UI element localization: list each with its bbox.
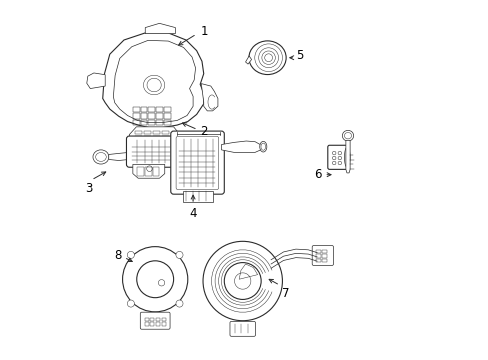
Bar [162,136,169,139]
Text: 1: 1 [200,25,207,39]
Circle shape [176,251,183,258]
Ellipse shape [93,150,109,164]
Bar [153,167,159,176]
FancyBboxPatch shape [140,312,170,329]
Bar [161,323,165,326]
Polygon shape [133,165,164,178]
Bar [322,259,326,262]
Bar [144,323,148,326]
Bar [156,323,160,326]
Bar [133,120,139,125]
Ellipse shape [259,141,266,152]
Text: 8: 8 [114,249,121,262]
Bar [163,107,170,112]
FancyBboxPatch shape [229,321,255,336]
Bar [183,192,213,202]
Polygon shape [145,23,175,33]
Circle shape [224,262,261,300]
FancyBboxPatch shape [126,136,174,167]
Bar [153,131,160,134]
Bar [148,120,155,125]
FancyBboxPatch shape [311,246,333,265]
Polygon shape [245,56,251,64]
Text: 2: 2 [200,125,207,138]
Bar [156,107,163,112]
Circle shape [176,300,183,307]
Bar [322,255,326,258]
Polygon shape [201,84,218,111]
Ellipse shape [248,41,285,75]
Ellipse shape [344,147,349,168]
Polygon shape [102,33,203,127]
Text: 7: 7 [281,287,288,300]
Text: 4: 4 [189,207,197,220]
Polygon shape [221,141,261,152]
Circle shape [203,241,282,321]
Bar [162,131,169,134]
Bar [148,107,155,112]
Circle shape [127,300,134,307]
Bar [163,120,170,125]
Bar [315,259,320,262]
Polygon shape [86,73,105,89]
Polygon shape [108,152,129,161]
Bar [150,323,154,326]
Bar [163,113,170,119]
Bar [134,131,142,134]
FancyBboxPatch shape [170,131,224,194]
Bar [156,318,160,321]
Bar [144,318,148,321]
Bar [322,250,326,253]
Bar [315,255,320,258]
Circle shape [137,261,173,298]
Polygon shape [345,140,349,173]
Bar [161,318,165,321]
Bar [133,113,139,119]
Bar [156,113,163,119]
Bar [153,136,160,139]
Bar [141,120,147,125]
Text: 5: 5 [296,49,304,62]
Bar [148,113,155,119]
Polygon shape [129,127,180,141]
FancyBboxPatch shape [327,145,347,169]
Text: 3: 3 [85,183,92,195]
Bar [141,107,147,112]
Circle shape [127,251,134,258]
Bar [137,167,143,176]
Bar [143,131,151,134]
Bar [156,120,163,125]
Circle shape [122,247,187,312]
Bar [145,167,151,176]
Ellipse shape [342,130,353,141]
Bar [150,318,154,321]
Bar [141,113,147,119]
Bar [315,250,320,253]
Text: 6: 6 [314,168,321,181]
Bar [133,107,139,112]
Bar [143,136,151,139]
Bar [134,136,142,139]
